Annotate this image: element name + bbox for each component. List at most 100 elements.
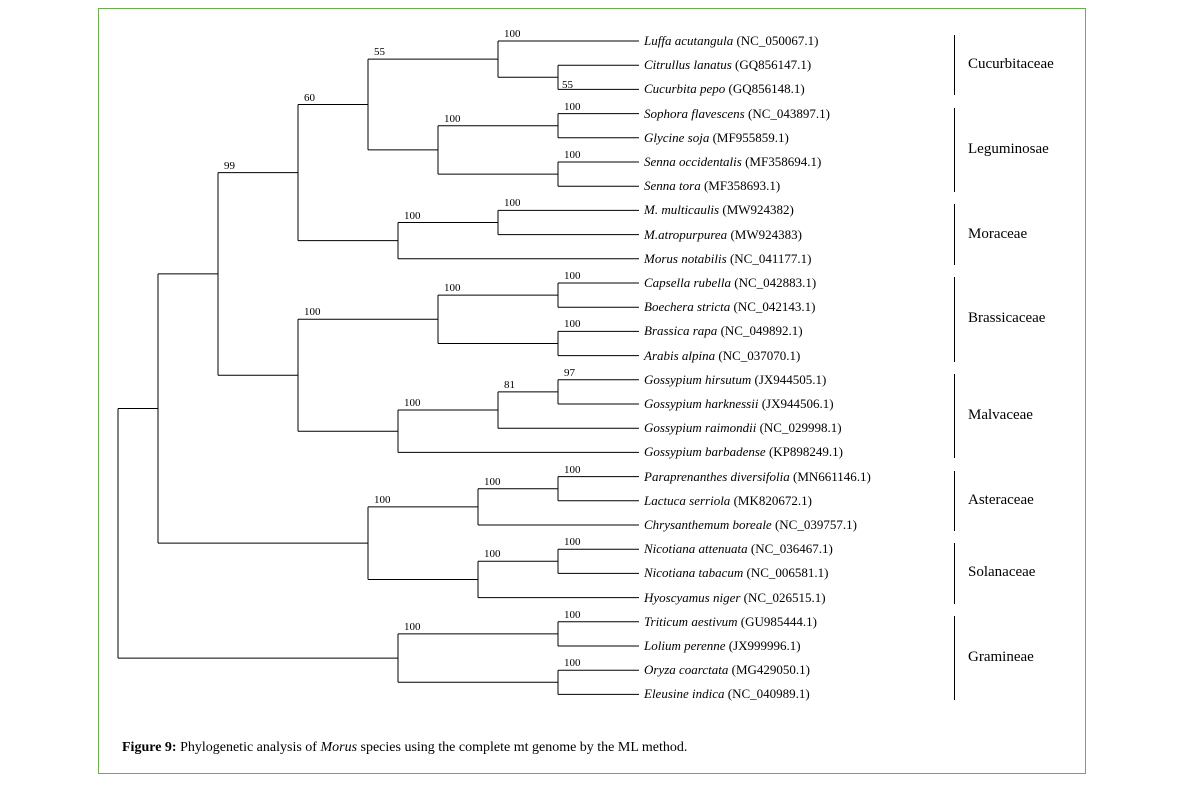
family-label: Brassicaceae bbox=[968, 310, 1045, 327]
species-label: Lactuca serriola (MK820672.1) bbox=[644, 493, 812, 509]
family-bracket bbox=[954, 35, 955, 95]
species-label: Morus notabilis (NC_041177.1) bbox=[644, 251, 811, 267]
species-name: Lactuca serriola bbox=[644, 493, 734, 508]
species-label: Oryza coarctata (MG429050.1) bbox=[644, 662, 810, 678]
species-name: Nicotiana attenuata bbox=[644, 541, 751, 556]
species-label: Gossypium harknessii (JX944506.1) bbox=[644, 396, 834, 412]
bootstrap-value: 100 bbox=[444, 282, 461, 294]
species-name: Paraprenanthes diversifolia bbox=[644, 469, 793, 484]
species-name: Triticum aestivum bbox=[644, 614, 741, 629]
accession-number: (NC_049892.1) bbox=[721, 323, 803, 338]
accession-number: (GU985444.1) bbox=[741, 614, 817, 629]
species-name: Chrysanthemum boreale bbox=[644, 517, 775, 532]
bootstrap-value: 99 bbox=[224, 160, 235, 172]
species-label: Cucurbita pepo (GQ856148.1) bbox=[644, 81, 805, 97]
species-name: Lolium perenne bbox=[644, 638, 729, 653]
family-bracket bbox=[954, 471, 955, 531]
accession-number: (NC_029998.1) bbox=[760, 420, 842, 435]
species-label: M. multicaulis (MW924382) bbox=[644, 202, 794, 218]
species-name: Eleusine indica bbox=[644, 686, 728, 701]
family-label: Cucurbitaceae bbox=[968, 56, 1054, 73]
accession-number: (MF358693.1) bbox=[704, 178, 780, 193]
accession-number: (NC_037070.1) bbox=[718, 348, 800, 363]
bootstrap-value: 100 bbox=[444, 113, 461, 125]
family-bracket bbox=[954, 108, 955, 193]
family-bracket bbox=[954, 204, 955, 264]
accession-number: (MF955859.1) bbox=[713, 130, 789, 145]
species-name: Gossypium raimondii bbox=[644, 420, 760, 435]
species-label: Citrullus lanatus (GQ856147.1) bbox=[644, 57, 811, 73]
caption-prefix: Figure 9: bbox=[122, 740, 177, 755]
bootstrap-value: 100 bbox=[304, 306, 321, 318]
accession-number: (MW924382) bbox=[722, 202, 794, 217]
accession-number: (JX999996.1) bbox=[729, 638, 801, 653]
accession-number: (NC_050067.1) bbox=[736, 33, 818, 48]
species-label: Sophora flavescens (NC_043897.1) bbox=[644, 106, 830, 122]
family-bracket bbox=[954, 374, 955, 459]
species-label: Paraprenanthes diversifolia (MN661146.1) bbox=[644, 469, 871, 485]
family-bracket bbox=[954, 277, 955, 362]
bootstrap-value: 100 bbox=[374, 494, 391, 506]
accession-number: (MK820672.1) bbox=[734, 493, 812, 508]
caption-suffix: species using the complete mt genome by … bbox=[357, 740, 687, 755]
species-label: Glycine soja (MF955859.1) bbox=[644, 130, 789, 146]
accession-number: (NC_042883.1) bbox=[734, 275, 816, 290]
species-label: Gossypium barbadense (KP898249.1) bbox=[644, 444, 843, 460]
species-label: Senna occidentalis (MF358694.1) bbox=[644, 154, 821, 170]
family-label: Leguminosae bbox=[968, 141, 1049, 158]
accession-number: (KP898249.1) bbox=[769, 444, 843, 459]
species-label: M.atropurpurea (MW924383) bbox=[644, 227, 802, 243]
caption-italic: Morus bbox=[320, 740, 357, 755]
accession-number: (JX944506.1) bbox=[762, 396, 834, 411]
accession-number: (NC_006581.1) bbox=[747, 565, 829, 580]
accession-number: (NC_040989.1) bbox=[728, 686, 810, 701]
species-name: M. multicaulis bbox=[644, 202, 722, 217]
phylogenetic-tree bbox=[98, 8, 1086, 774]
species-name: Capsella rubella bbox=[644, 275, 734, 290]
accession-number: (GQ856148.1) bbox=[729, 81, 805, 96]
accession-number: (NC_039757.1) bbox=[775, 517, 857, 532]
species-label: Eleusine indica (NC_040989.1) bbox=[644, 686, 810, 702]
bootstrap-value: 100 bbox=[564, 149, 581, 161]
bootstrap-value: 100 bbox=[564, 318, 581, 330]
species-label: Lolium perenne (JX999996.1) bbox=[644, 638, 801, 654]
species-label: Nicotiana tabacum (NC_006581.1) bbox=[644, 565, 829, 581]
species-label: Boechera stricta (NC_042143.1) bbox=[644, 299, 816, 315]
bootstrap-value: 100 bbox=[564, 657, 581, 669]
species-name: Sophora flavescens bbox=[644, 106, 748, 121]
family-bracket bbox=[954, 543, 955, 603]
bootstrap-value: 100 bbox=[404, 397, 421, 409]
bootstrap-value: 100 bbox=[504, 28, 521, 40]
species-name: Senna occidentalis bbox=[644, 154, 745, 169]
species-name: Cucurbita pepo bbox=[644, 81, 729, 96]
species-label: Luffa acutangula (NC_050067.1) bbox=[644, 33, 818, 49]
bootstrap-value: 100 bbox=[564, 536, 581, 548]
bootstrap-value: 100 bbox=[504, 197, 521, 209]
accession-number: (NC_026515.1) bbox=[744, 590, 826, 605]
accession-number: (MN661146.1) bbox=[793, 469, 871, 484]
species-name: Nicotiana tabacum bbox=[644, 565, 747, 580]
species-name: Luffa acutangula bbox=[644, 33, 736, 48]
species-name: Boechera stricta bbox=[644, 299, 734, 314]
accession-number: (JX944505.1) bbox=[755, 372, 827, 387]
bootstrap-value: 81 bbox=[504, 379, 515, 391]
species-name: Glycine soja bbox=[644, 130, 713, 145]
accession-number: (NC_036467.1) bbox=[751, 541, 833, 556]
species-name: Citrullus lanatus bbox=[644, 57, 735, 72]
family-label: Solanaceae bbox=[968, 564, 1035, 581]
species-label: Nicotiana attenuata (NC_036467.1) bbox=[644, 541, 833, 557]
species-label: Hyoscyamus niger (NC_026515.1) bbox=[644, 590, 826, 606]
family-label: Gramineae bbox=[968, 649, 1034, 666]
bootstrap-value: 100 bbox=[404, 621, 421, 633]
family-label: Asteraceae bbox=[968, 492, 1034, 509]
family-label: Malvaceae bbox=[968, 407, 1033, 424]
bootstrap-value: 60 bbox=[304, 92, 315, 104]
species-name: Gossypium harknessii bbox=[644, 396, 762, 411]
species-name: Gossypium barbadense bbox=[644, 444, 769, 459]
species-label: Gossypium hirsutum (JX944505.1) bbox=[644, 372, 826, 388]
species-label: Arabis alpina (NC_037070.1) bbox=[644, 348, 800, 364]
family-label: Moraceae bbox=[968, 226, 1027, 243]
species-name: Morus notabilis bbox=[644, 251, 730, 266]
species-name: Hyoscyamus niger bbox=[644, 590, 744, 605]
accession-number: (MW924383) bbox=[730, 227, 802, 242]
